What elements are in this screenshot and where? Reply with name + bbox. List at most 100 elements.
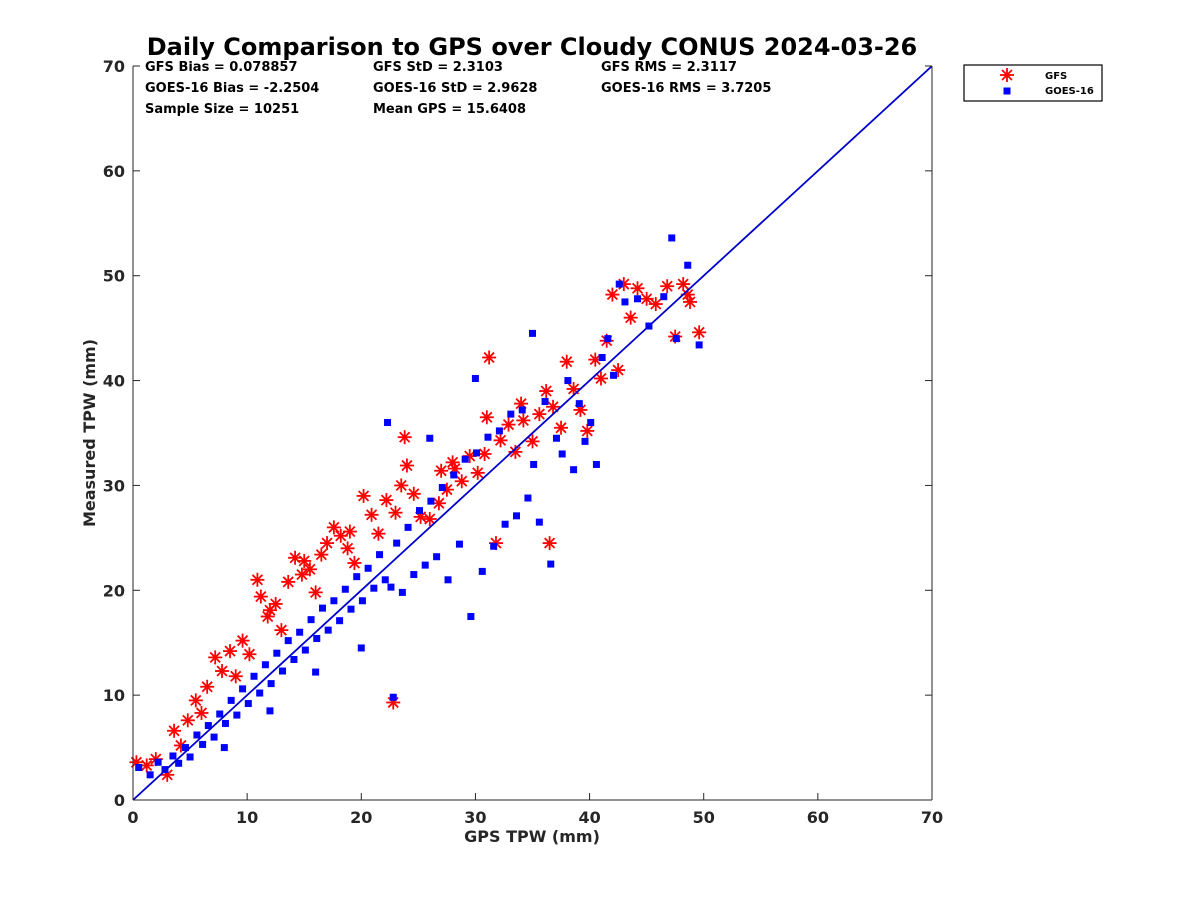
- gfs-point-stroke: [533, 408, 545, 420]
- goes16-point: [357, 644, 365, 652]
- gfs-point: [630, 281, 645, 296]
- gfs-point: [542, 536, 557, 551]
- gfs-point-stroke: [357, 490, 370, 502]
- x-tick-label: 30: [464, 808, 486, 827]
- goes16-point: [421, 561, 429, 569]
- gfs-point-stroke: [433, 497, 445, 509]
- gfs-point: [559, 354, 574, 369]
- gfs-point-stroke: [348, 557, 361, 569]
- goes16-point: [220, 744, 228, 752]
- gfs-point-stroke: [275, 624, 287, 636]
- gfs-point: [539, 384, 554, 399]
- gfs-point-stroke: [399, 431, 411, 443]
- goes16-point: [210, 733, 218, 741]
- gfs-point: [394, 478, 409, 493]
- goes16-point: [296, 628, 304, 636]
- gfs-point-stroke: [342, 542, 354, 554]
- goes16-point: [261, 661, 269, 669]
- gfs-point-stroke: [682, 289, 694, 301]
- stat-gfs-bias: GFS Bias = 0.078857: [145, 60, 298, 75]
- gfs-point: [692, 325, 707, 340]
- gfs-point-stroke: [161, 769, 173, 781]
- goes16-point: [384, 419, 392, 427]
- goes16-point: [450, 471, 458, 479]
- gfs-point: [406, 486, 421, 501]
- goes16-point: [398, 588, 406, 596]
- series-goes-16: [135, 234, 703, 779]
- gfs-point-stroke: [195, 707, 208, 719]
- y-tick-label: 30: [103, 476, 125, 495]
- goes16-point: [529, 329, 536, 337]
- gfs-point: [454, 474, 469, 489]
- goes16-point: [364, 564, 372, 572]
- gfs-point: [532, 407, 547, 422]
- gfs-point-stroke: [625, 312, 637, 324]
- goes16-point: [250, 672, 258, 680]
- gfs-point: [623, 310, 638, 325]
- goes16-point: [444, 576, 452, 584]
- gfs-point: [167, 723, 182, 738]
- goes16-point: [221, 719, 229, 727]
- gfs-point: [262, 603, 277, 618]
- gfs-point: [340, 541, 355, 556]
- goes16-point: [473, 449, 481, 457]
- gfs-point: [260, 609, 275, 624]
- gfs-point-stroke: [262, 610, 274, 623]
- gfs-point-stroke: [561, 356, 573, 368]
- gfs-point-stroke: [478, 448, 491, 460]
- gfs-point: [683, 294, 698, 309]
- goes16-point: [547, 560, 555, 568]
- legend: GFS GOES-16: [963, 64, 1103, 102]
- goes16-point: [290, 655, 298, 663]
- gfs-point: [397, 430, 412, 445]
- y-tick-label: 50: [103, 267, 125, 286]
- y-tick-label: 60: [103, 162, 125, 181]
- goes16-point: [284, 637, 292, 645]
- goes16-point: [216, 710, 224, 718]
- gfs-point: [422, 511, 437, 526]
- gfs-point-stroke: [574, 404, 587, 416]
- gfs-point-stroke: [509, 446, 521, 458]
- gfs-point: [434, 463, 449, 478]
- gfs-point: [180, 713, 195, 728]
- stats-annotations: GFS Bias = 0.078857 GFS StD = 2.3103 GFS…: [145, 60, 771, 117]
- goes16-point: [558, 450, 566, 458]
- gfs-point-stroke: [408, 488, 420, 500]
- series-gfs: [129, 277, 707, 782]
- gfs-point: [188, 693, 203, 708]
- goes16-point: [267, 680, 275, 688]
- goes16-point: [341, 585, 349, 593]
- gfs-point: [200, 679, 215, 694]
- gfs-point-stroke: [201, 681, 213, 693]
- goes16-point: [484, 433, 492, 441]
- x-axis-title: GPS TPW (mm): [464, 827, 600, 846]
- goes16-point: [634, 295, 642, 303]
- gfs-point: [399, 458, 414, 473]
- gfs-point-stroke: [315, 549, 327, 561]
- gfs-point: [508, 444, 523, 459]
- y-tick-label: 40: [103, 372, 125, 391]
- gfs-point-stroke: [251, 574, 264, 586]
- goes16-point: [169, 752, 177, 760]
- x-tick-label: 40: [578, 808, 600, 827]
- goes16-point: [541, 398, 549, 406]
- x-tick-label: 50: [693, 808, 715, 827]
- gfs-point: [501, 417, 516, 432]
- goes16-point: [490, 542, 498, 550]
- goes16-point: [552, 434, 560, 442]
- goes16-point: [199, 740, 207, 748]
- gfs-point-stroke: [243, 648, 256, 660]
- gfs-point-stroke: [483, 351, 495, 364]
- goes16-point: [604, 335, 612, 343]
- gfs-point: [593, 371, 608, 386]
- goes16-point: [524, 494, 532, 502]
- gfs-point: [445, 455, 460, 470]
- goes16-point: [530, 460, 538, 468]
- gfs-point: [356, 488, 371, 503]
- goes16-point: [182, 744, 190, 752]
- gfs-point-stroke: [589, 354, 601, 366]
- goes16-point: [684, 261, 692, 269]
- gfs-point-stroke: [289, 552, 301, 564]
- gfs-point-stroke: [456, 475, 468, 487]
- goes16-point: [404, 523, 412, 531]
